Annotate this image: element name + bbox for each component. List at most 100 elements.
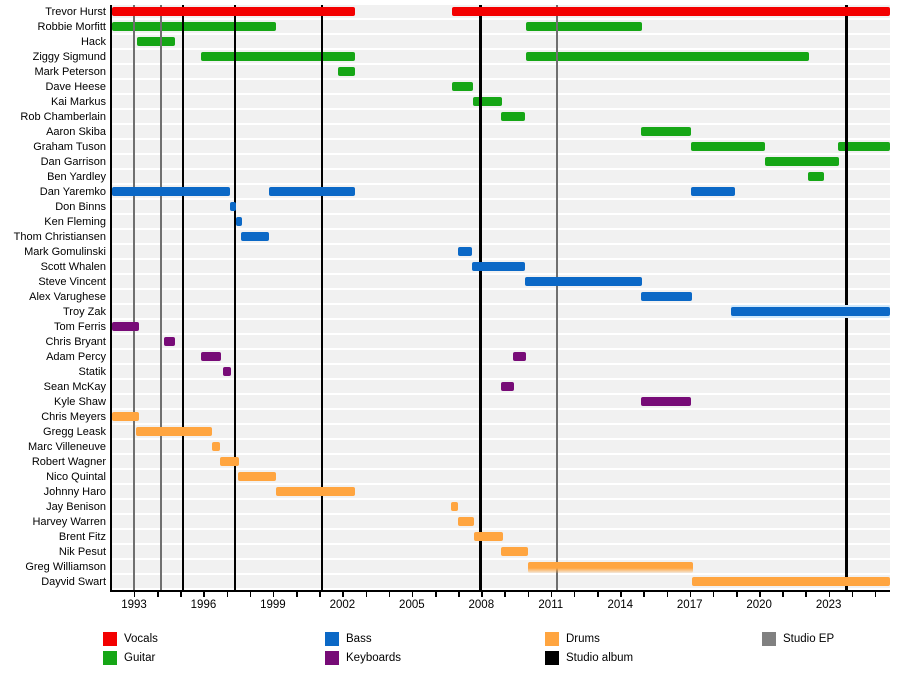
axis-tick: [851, 592, 854, 597]
axis-tick: [342, 592, 344, 597]
member-label: Dayvid Swart: [41, 576, 106, 588]
timeline-bar-drums: [238, 472, 277, 481]
legend-swatch: [762, 632, 776, 646]
timeline-bar-bass: [235, 217, 242, 226]
axis-tick: [759, 592, 761, 597]
row-stripe: [112, 560, 890, 573]
timeline-bar-keyboards: [641, 397, 691, 406]
member-label: Rob Chamberlain: [20, 111, 106, 123]
axis-year-label: 1996: [190, 599, 217, 611]
member-label: Don Binns: [55, 201, 106, 213]
member-label: Dave Heese: [45, 81, 106, 93]
row-stripe: [112, 440, 890, 453]
timeline-bar-bass: [240, 232, 270, 241]
timeline-bar-guitar: [641, 127, 691, 136]
axis-tick: [620, 592, 622, 597]
studio-album-line: [479, 5, 482, 590]
studio-ep-line: [159, 5, 163, 590]
legend-swatch: [103, 651, 117, 665]
timeline-bar-bass: [458, 247, 473, 256]
member-label: Kai Markus: [50, 96, 106, 108]
legend-label: Bass: [346, 633, 372, 645]
timeline-bar-guitar: [690, 142, 765, 151]
member-label: Adam Percy: [46, 351, 106, 363]
row-stripe: [112, 365, 890, 378]
member-label: Thom Christiansen: [13, 231, 106, 243]
axis-tick: [643, 592, 645, 597]
row-stripe: [112, 305, 890, 318]
axis-tick: [435, 592, 437, 597]
timeline-bar-bass: [269, 187, 356, 196]
legend-swatch: [103, 632, 117, 646]
member-label: Dan Yaremko: [39, 186, 106, 198]
member-label: Johnny Haro: [43, 486, 106, 498]
timeline-bar-bass: [472, 262, 526, 271]
row-stripe: [112, 320, 890, 333]
row-stripe: [112, 275, 890, 288]
axis-year-label: 1993: [121, 599, 147, 611]
member-label: Robbie Morfitt: [37, 21, 106, 33]
member-label: Alex Varughese: [29, 291, 106, 303]
axis-tick: [388, 592, 391, 597]
timeline-bar-drums: [527, 562, 694, 573]
y-axis-line: [110, 5, 112, 592]
timeline-bar-keyboards: [512, 352, 527, 361]
row-stripe: [112, 515, 890, 528]
axis-tick: [712, 592, 715, 597]
axis-tick: [180, 592, 182, 597]
row-stripe: [112, 200, 890, 213]
axis-year-label: 2005: [399, 599, 425, 611]
row-stripe: [112, 155, 890, 168]
timeline-bar-vocals: [452, 7, 890, 16]
member-label: Sean McKay: [43, 381, 106, 393]
legend-swatch: [545, 651, 559, 665]
timeline-bar-guitar: [764, 157, 840, 166]
row-stripe: [112, 485, 890, 498]
legend-swatch: [325, 632, 339, 646]
axis-tick: [319, 592, 321, 597]
axis-tick: [597, 592, 599, 597]
member-label: Graham Tuson: [33, 141, 106, 153]
legend-label: Studio EP: [783, 633, 835, 645]
timeline-bar-guitar: [452, 82, 474, 91]
legend-label: Drums: [566, 633, 600, 645]
legend-label: Guitar: [124, 652, 156, 664]
axis-tick: [828, 592, 831, 597]
member-label: Greg Williamson: [25, 561, 106, 573]
timeline-bar-guitar: [337, 67, 356, 76]
member-label: Chris Meyers: [41, 411, 106, 423]
axis-tick: [411, 592, 414, 597]
timeline-bar-guitar: [201, 52, 356, 61]
timeline-bar-bass: [731, 307, 890, 316]
member-label: Scott Whalen: [40, 261, 106, 273]
row-stripe: [112, 395, 890, 408]
timeline-bar-keyboards: [223, 367, 232, 376]
studio-ep-line: [132, 5, 136, 590]
row-stripe: [112, 230, 890, 243]
axis-tick: [296, 592, 298, 597]
timeline-bar-guitar: [807, 172, 824, 181]
timeline-bar-bass: [112, 187, 231, 196]
row-stripe: [112, 215, 890, 228]
row-stripe: [112, 425, 890, 438]
axis-tick: [666, 592, 669, 597]
member-label: Dan Garrison: [40, 156, 106, 168]
timeline-bar-drums: [451, 502, 459, 511]
timeline-bar-guitar: [526, 52, 809, 61]
axis-year-label: 2008: [468, 599, 495, 611]
axis-year-label: 1999: [260, 599, 286, 611]
legend-label: Studio album: [566, 652, 634, 664]
axis-tick: [226, 592, 229, 597]
axis-tick: [133, 592, 136, 597]
row-stripe: [112, 125, 890, 138]
timeline-bar-guitar: [137, 37, 175, 46]
row-stripe: [112, 65, 890, 78]
member-label: Tom Ferris: [54, 321, 106, 333]
timeline-bar-guitar: [526, 22, 643, 31]
timeline-bar-bass: [230, 202, 236, 211]
row-stripe: [112, 335, 890, 348]
timeline-bar-drums: [136, 427, 212, 436]
row-stripe: [112, 410, 890, 423]
timeline-bar-drums: [501, 547, 528, 556]
